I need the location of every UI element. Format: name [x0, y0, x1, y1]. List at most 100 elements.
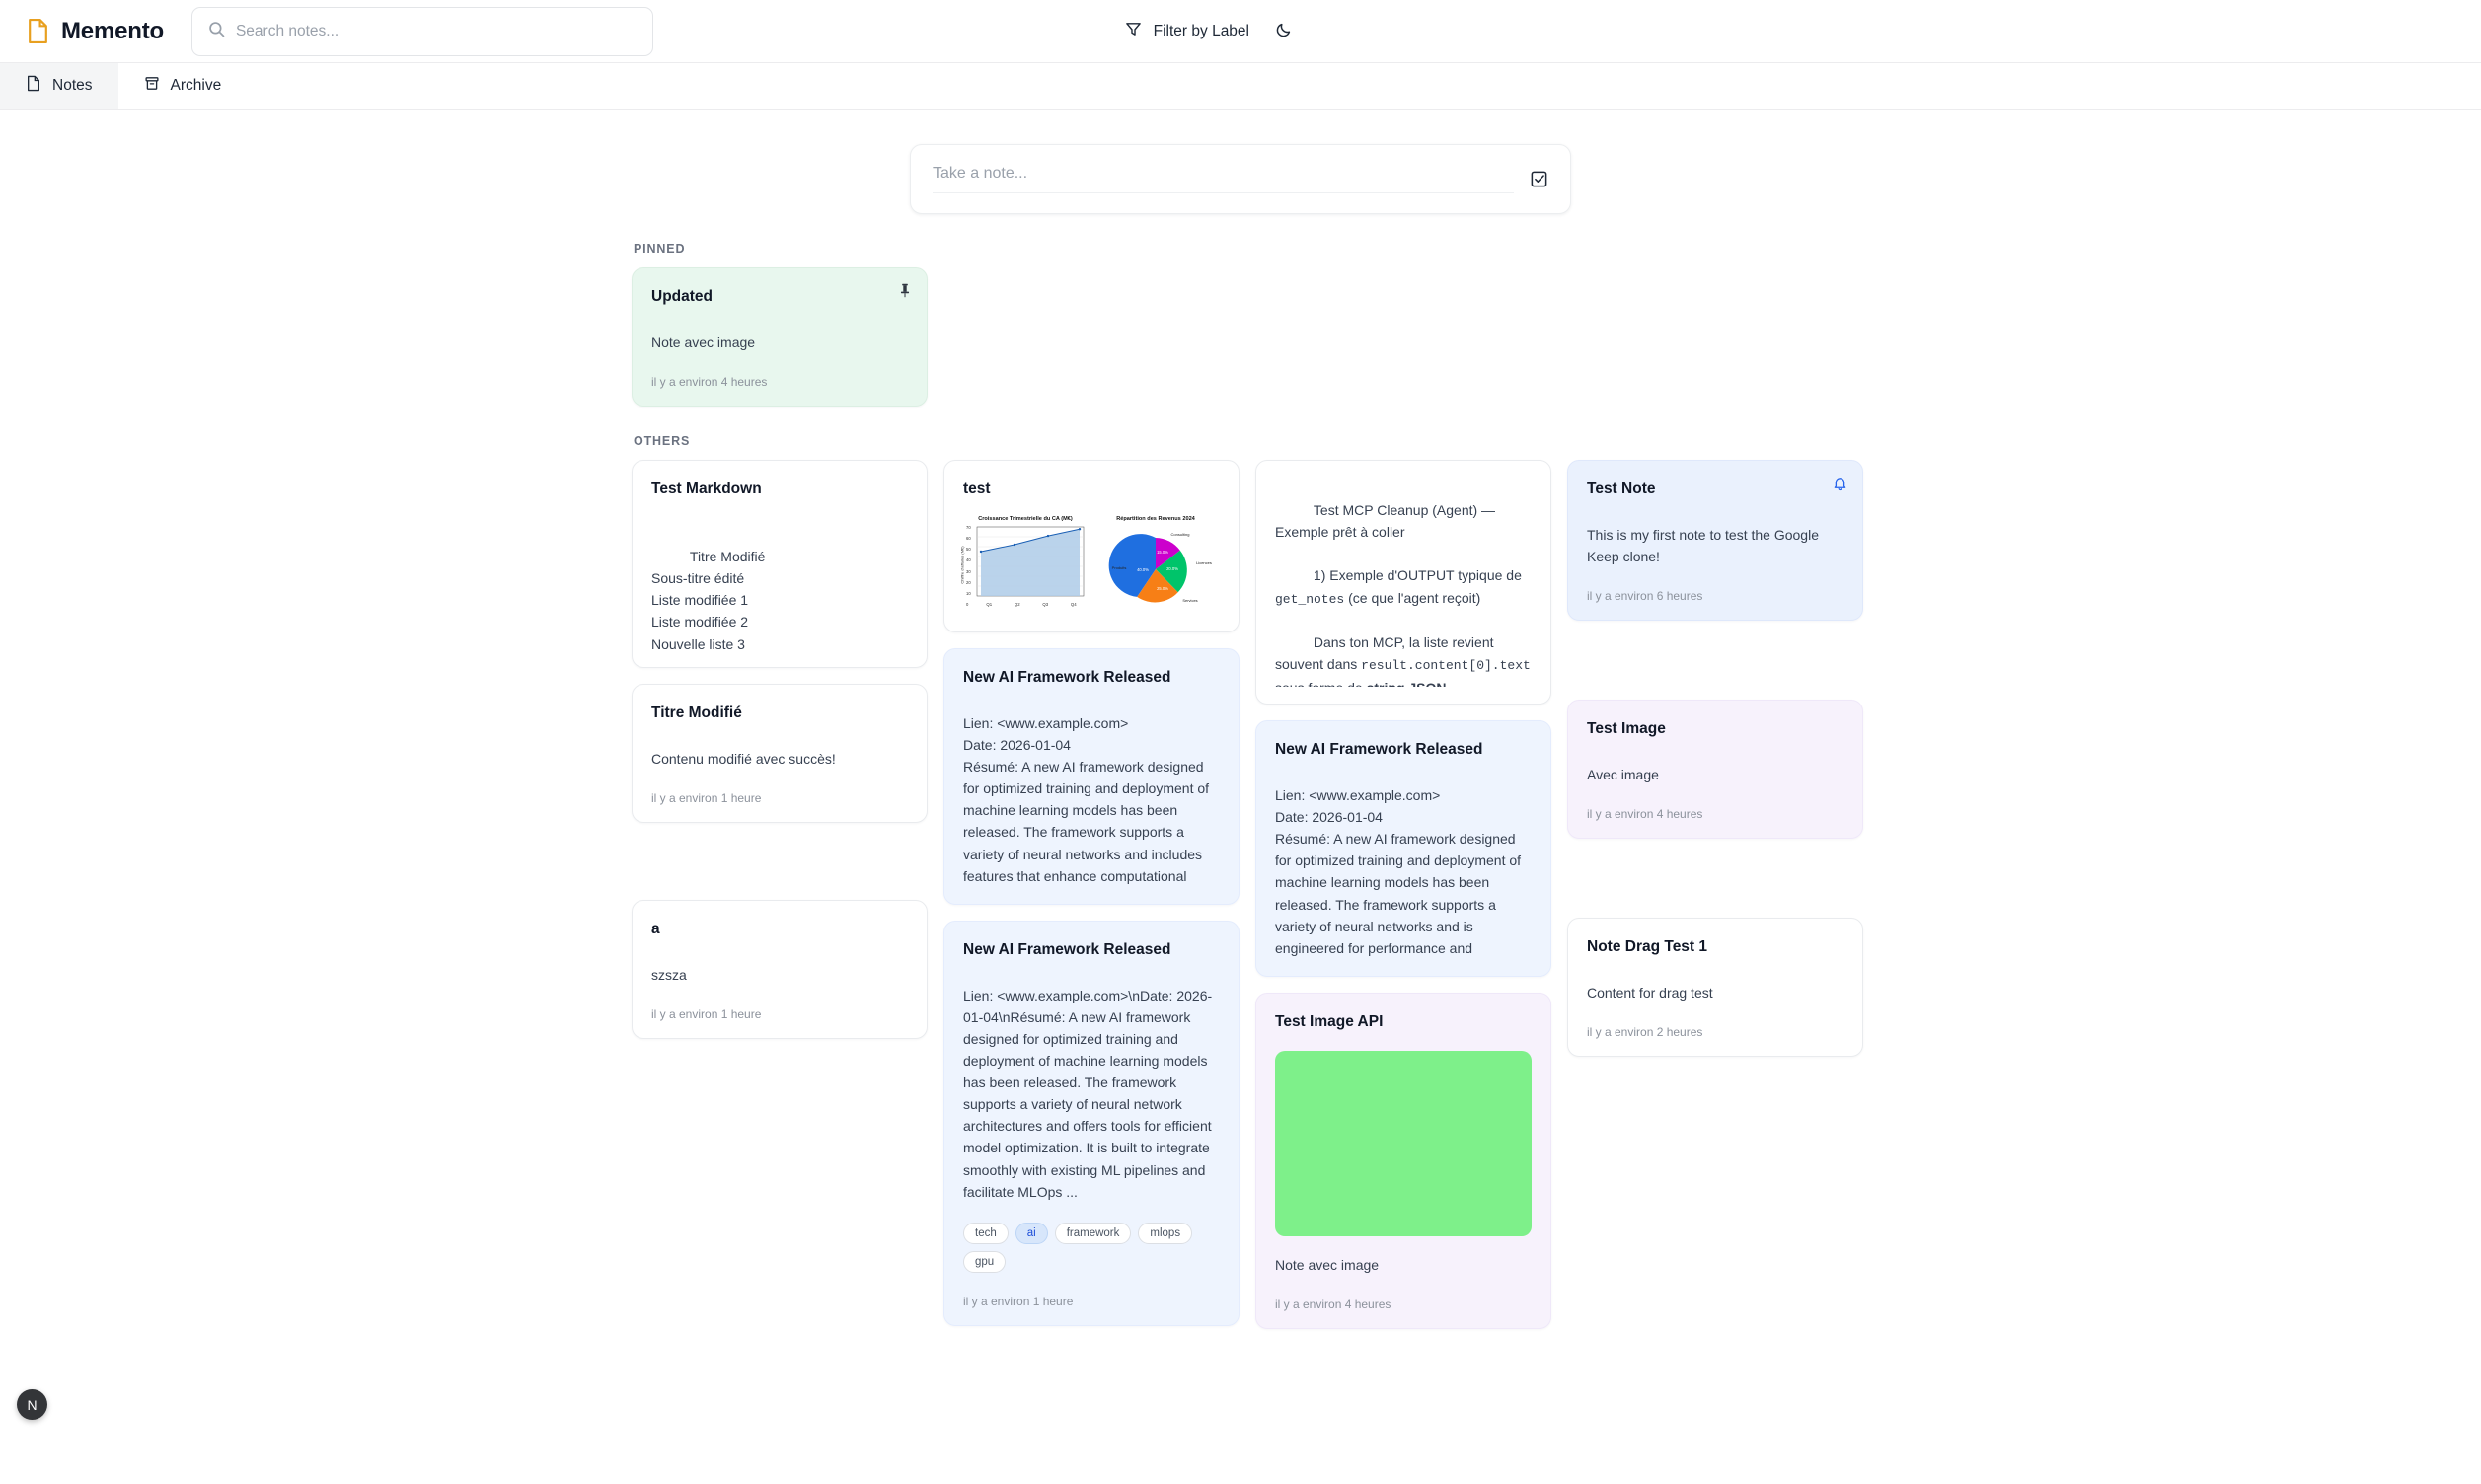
chart-x-ticks: Q1 Q2 Q3 Q4 [963, 602, 1088, 607]
note-card-a[interactable]: a szsza il y a environ 1 heure [632, 899, 928, 1040]
chart-revenue-split: Répartition des Revenus 2024 40.0% 25.0 [1093, 516, 1218, 615]
note-card-titre-modifie[interactable]: Titre Modifié Contenu modifié avec succè… [632, 683, 928, 823]
pie-plot-area: 40.0% 25.0% 20.0% 15.0% Produits Service… [1108, 532, 1212, 603]
pin-icon[interactable] [898, 283, 912, 303]
chart-title: Croissance Trimestrielle du CA (M€) [978, 515, 1073, 522]
mcp-line-5: sous forme de [1275, 656, 1532, 687]
note-timestamp: il y a environ 4 heures [1275, 1297, 1391, 1311]
chart-y-ticks: 70 60 50 40 30 20 10 0 [966, 525, 971, 607]
note-card-updated[interactable]: Updated Note avec image il y a environ 4… [632, 267, 928, 408]
svg-text:Services: Services [1182, 598, 1197, 603]
checklist-icon[interactable] [1530, 170, 1548, 188]
filter-by-label-button[interactable]: Filter by Label [1125, 21, 1249, 42]
pinned-grid: Updated Note avec image il y a environ 4… [632, 267, 1849, 408]
note-body: Lien: <www.example.com> Date: 2026-01-04… [1275, 786, 1522, 956]
note-image [1275, 1050, 1532, 1236]
note-timestamp: il y a environ 4 heures [1587, 807, 1703, 822]
note-timestamp: il y a environ 1 heure [963, 1294, 1074, 1308]
tag-mlops[interactable]: mlops [1138, 1222, 1193, 1244]
note-card-test-image-api[interactable]: Test Image API Note avec image il y a en… [1255, 992, 1551, 1329]
compose-row [0, 110, 2481, 214]
chart-title: Répartition des Revenus 2024 [1116, 515, 1195, 522]
svg-text:25.0%: 25.0% [1157, 586, 1168, 591]
tab-archive-label: Archive [170, 77, 222, 94]
note-card-test-note[interactable]: Test Note This is my first note to test … [1567, 460, 1863, 622]
note-title: Test Markdown [651, 481, 762, 498]
note-title: a [651, 920, 660, 937]
svg-text:40.0%: 40.0% [1137, 567, 1149, 572]
note-card-ai-framework-1[interactable]: New AI Framework Released Lien: <www.exa… [943, 647, 1240, 905]
mcp-bold-string-json: string JSON [1367, 680, 1447, 687]
tag-gpu[interactable]: gpu [963, 1250, 1007, 1273]
note-body: Note avec image [651, 334, 756, 350]
note-body: szsza [651, 966, 687, 983]
notes-column-3: Test MCP Cleanup (Agent) — Exemple prêt … [1255, 460, 1551, 1329]
note-card-test-chart[interactable]: test Croissance Trimestrielle du CA (M€)… [943, 460, 1240, 632]
x-tick: Q2 [1014, 601, 1020, 607]
archive-icon [144, 75, 160, 97]
note-card-ai-framework-tagged[interactable]: New AI Framework Released Lien: <www.exa… [943, 920, 1240, 1326]
note-title: New AI Framework Released [1275, 741, 1483, 759]
nextjs-dev-badge[interactable]: N [17, 1389, 47, 1420]
notes-column-2: test Croissance Trimestrielle du CA (M€)… [943, 460, 1240, 1326]
note-body: Content for drag test [1587, 985, 1713, 1002]
chart-plot-area [976, 526, 1085, 597]
mcp-line-4: Dans ton MCP, la liste revient souvent d… [1275, 634, 1498, 673]
svg-text:15.0%: 15.0% [1157, 550, 1168, 555]
note-body: Contenu modifié avec succès! [651, 750, 836, 767]
top-bar-actions: Filter by Label [1125, 21, 2455, 42]
note-logo-icon [26, 18, 50, 44]
search-input[interactable] [235, 22, 637, 40]
tag-ai[interactable]: ai [1015, 1222, 1048, 1244]
bell-icon[interactable] [1833, 476, 1847, 496]
note-card-note-drag-test-1[interactable]: Note Drag Test 1 Content for drag test i… [1567, 918, 1863, 1058]
x-tick: Q3 [1042, 601, 1049, 607]
filter-by-label-text: Filter by Label [1153, 22, 1249, 39]
y-tick: 50 [966, 547, 971, 553]
note-title: Titre Modifié [651, 704, 742, 721]
note-body: Lien: <www.example.com> Date: 2026-01-04… [963, 714, 1210, 884]
note-body: Titre Modifié Sous-titre édité Liste mod… [651, 524, 908, 650]
mcp-line-3: (ce que l'agent reçoit) [1344, 589, 1481, 606]
note-card-test-markdown[interactable]: Test Markdown Titre Modifié Sous-titre é… [632, 460, 928, 668]
note-title: Note Drag Test 1 [1587, 938, 1708, 956]
y-tick: 20 [966, 579, 971, 585]
top-bar: Memento Filter by Label [0, 0, 2481, 63]
mcp-code-get-notes: get_notes [1275, 591, 1345, 607]
svg-text:Consulting: Consulting [1171, 532, 1190, 537]
pinned-section-label: PINNED [634, 242, 686, 256]
note-title: Updated [651, 288, 713, 305]
tab-notes[interactable]: Notes [0, 63, 118, 109]
tab-archive[interactable]: Archive [118, 63, 248, 109]
svg-text:20.0%: 20.0% [1166, 566, 1178, 571]
note-timestamp: il y a environ 4 heures [651, 375, 768, 390]
note-title: Test Image [1587, 720, 1666, 738]
notes-board: PINNED Updated Note avec image il y a en… [0, 242, 2481, 1329]
note-body: Test MCP Cleanup (Agent) — Exemple prêt … [1275, 478, 1532, 687]
note-body: This is my first note to test the Google… [1587, 526, 1823, 565]
y-tick: 40 [966, 557, 971, 563]
note-card-ai-framework-2[interactable]: New AI Framework Released Lien: <www.exa… [1255, 720, 1551, 977]
funnel-icon [1125, 21, 1142, 42]
svg-text:Licences: Licences [1196, 560, 1212, 565]
mcp-line-2: 1) Exemple d'OUTPUT typique de [1313, 567, 1526, 584]
note-icon [26, 75, 41, 97]
note-card-mcp-cleanup[interactable]: Test MCP Cleanup (Agent) — Exemple prêt … [1255, 460, 1551, 705]
tag-framework[interactable]: framework [1054, 1222, 1132, 1244]
y-tick: 60 [966, 536, 971, 542]
search-box[interactable] [190, 6, 653, 56]
note-title: New AI Framework Released [963, 668, 1171, 686]
tag-tech[interactable]: tech [963, 1222, 1009, 1244]
note-timestamp: il y a environ 1 heure [651, 1007, 762, 1022]
y-tick: 30 [966, 568, 971, 574]
theme-toggle-button[interactable] [1275, 21, 1293, 41]
note-card-test-image[interactable]: Test Image Avec image il y a environ 4 h… [1567, 700, 1863, 840]
note-body: Lien: <www.example.com>\nDate: 2026-01-0… [963, 987, 1216, 1200]
chart-y-axis-label: Chiffre d'affaires (M€) [959, 546, 965, 584]
tab-bar: Notes Archive [0, 63, 2481, 110]
note-body: Note avec image [1275, 1256, 1380, 1273]
note-title: New AI Framework Released [963, 940, 1171, 958]
x-tick: Q4 [1070, 601, 1077, 607]
take-a-note-card[interactable] [910, 144, 1571, 214]
take-a-note-input[interactable] [933, 165, 1514, 193]
